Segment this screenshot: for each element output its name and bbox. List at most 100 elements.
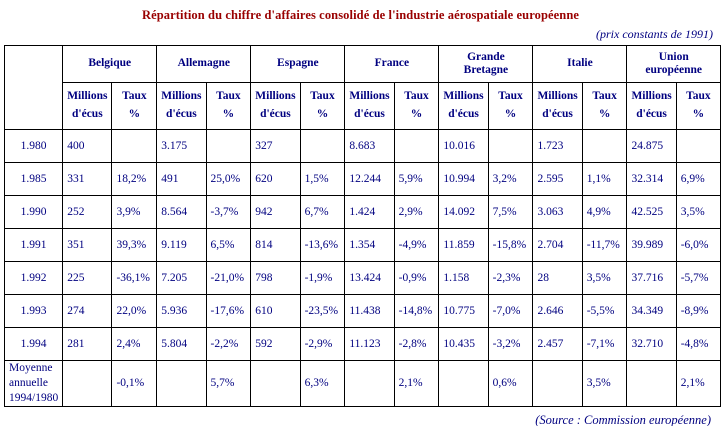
millions-cell: 281 xyxy=(62,327,113,361)
millions-subheader: Millions d'écus xyxy=(344,82,395,130)
millions-cell: 24.875 xyxy=(626,129,677,163)
millions-cell: 252 xyxy=(62,195,113,229)
millions-cell: 10.435 xyxy=(438,327,489,361)
millions-cell: 13.424 xyxy=(344,261,395,295)
taux-cell: 2,9% xyxy=(393,195,440,229)
taux-cell: 3,9% xyxy=(111,195,158,229)
millions-cell: 3.175 xyxy=(156,129,207,163)
taux-cell: -23,5% xyxy=(299,294,346,328)
taux-cell: -36,1% xyxy=(111,261,158,295)
row-label: Moyenne annuelle 1994/1980 xyxy=(3,360,64,407)
table-row: Moyenne annuelle 1994/1980 -0,1% 5,7% 6,3% 2,1… xyxy=(3,360,721,407)
millions-cell: 28 xyxy=(532,261,583,295)
millions-cell: 11.438 xyxy=(344,294,395,328)
millions-cell: 11.859 xyxy=(438,228,489,262)
taux-subheader: Taux% xyxy=(675,82,721,130)
millions-cell: 10.994 xyxy=(438,162,489,196)
taux-cell: 6,5% xyxy=(205,228,252,262)
taux-cell: -0,1% xyxy=(111,360,158,407)
row-label: 1.991 xyxy=(3,228,64,262)
taux-cell: -17,6% xyxy=(205,294,252,328)
taux-cell: 3,5% xyxy=(581,360,628,407)
subheader-line: Millions xyxy=(443,90,484,103)
taux-cell: -2,9% xyxy=(299,327,346,361)
row-label: 1.990 xyxy=(3,195,64,229)
taux-cell xyxy=(675,129,721,163)
subheader-line: Millions xyxy=(161,90,202,103)
subheader-line: % xyxy=(504,108,517,120)
millions-cell: 5.936 xyxy=(156,294,207,328)
taux-cell xyxy=(393,129,440,163)
millions-cell: 1.424 xyxy=(344,195,395,229)
table-row: 1.985 331 18,2% 491 25,0% 620 1,5% 12.244 5,9% 10… xyxy=(3,162,721,196)
subheader-line: d'écus xyxy=(354,108,385,120)
taux-cell xyxy=(581,129,628,163)
subheader-line: % xyxy=(598,108,611,120)
taux-subheader: Taux% xyxy=(111,82,158,130)
subheader-line: d'écus xyxy=(448,108,479,120)
row-label: 1.980 xyxy=(3,129,64,163)
country-header-0: Belgique xyxy=(62,45,158,83)
millions-cell: 3.063 xyxy=(532,195,583,229)
taux-cell xyxy=(205,129,252,163)
taux-cell: 0,6% xyxy=(487,360,534,407)
millions-cell: 400 xyxy=(62,129,113,163)
millions-cell: 10.016 xyxy=(438,129,489,163)
taux-cell: 18,2% xyxy=(111,162,158,196)
taux-cell: 1,5% xyxy=(299,162,346,196)
millions-cell: 592 xyxy=(250,327,301,361)
subheader-line: % xyxy=(410,108,423,120)
country-header-6: Union européenne xyxy=(626,45,721,83)
millions-cell: 331 xyxy=(62,162,113,196)
taux-cell: 1,1% xyxy=(581,162,628,196)
taux-cell: -2,3% xyxy=(487,261,534,295)
millions-subheader: Millions d'écus xyxy=(626,82,677,130)
taux-cell: -4,9% xyxy=(393,228,440,262)
taux-cell: -15,8% xyxy=(487,228,534,262)
millions-subheader: Millions d'écus xyxy=(532,82,583,130)
row-label-line: Moyenne xyxy=(9,362,53,374)
millions-cell: 8.683 xyxy=(344,129,395,163)
millions-cell: 798 xyxy=(250,261,301,295)
taux-cell: 3,5% xyxy=(581,261,628,295)
table-header: Belgique Allemagne Espagne France Grande Bre… xyxy=(3,45,721,130)
subheader-line: % xyxy=(316,108,329,120)
millions-cell: 491 xyxy=(156,162,207,196)
taux-cell xyxy=(299,129,346,163)
subheader-line: d'écus xyxy=(542,108,573,120)
taux-cell: -3,2% xyxy=(487,327,534,361)
country-header-5: Italie xyxy=(532,45,628,83)
millions-cell: 2.646 xyxy=(532,294,583,328)
subheader-line: Taux xyxy=(122,90,147,103)
taux-cell: -4,8% xyxy=(675,327,721,361)
taux-subheader: Taux% xyxy=(205,82,252,130)
row-label: 1.994 xyxy=(3,327,64,361)
millions-subheader: Millions d'écus xyxy=(438,82,489,130)
taux-cell: 3,2% xyxy=(487,162,534,196)
table-body: 1.980 400 3.175 327 8.683 10.016 1.723 24.875 1.… xyxy=(3,129,721,407)
millions-cell: 32.314 xyxy=(626,162,677,196)
table-row: 1.994 281 2,4% 5.804 -2,2% 592 -2,9% 11.123 -2,8… xyxy=(3,327,721,361)
millions-cell: 274 xyxy=(62,294,113,328)
page-title: Répartition du chiffre d'affaires consol… xyxy=(141,8,580,22)
country-header-4: Grande Bretagne xyxy=(438,45,534,83)
millions-cell: 814 xyxy=(250,228,301,262)
taux-cell: 2,1% xyxy=(675,360,721,407)
millions-cell xyxy=(532,360,583,407)
taux-cell xyxy=(111,129,158,163)
subheader-line: % xyxy=(692,108,705,120)
taux-cell: 5,9% xyxy=(393,162,440,196)
taux-cell xyxy=(487,129,534,163)
taux-cell: 4,9% xyxy=(581,195,628,229)
millions-cell: 351 xyxy=(62,228,113,262)
millions-cell: 8.564 xyxy=(156,195,207,229)
country-header-1: Allemagne xyxy=(156,45,252,83)
taux-subheader: Taux% xyxy=(393,82,440,130)
millions-cell: 620 xyxy=(250,162,301,196)
subheader-line: % xyxy=(128,108,141,120)
taux-cell: -2,2% xyxy=(205,327,252,361)
taux-cell: -0,9% xyxy=(393,261,440,295)
taux-cell: 6,7% xyxy=(299,195,346,229)
taux-cell: -8,9% xyxy=(675,294,721,328)
